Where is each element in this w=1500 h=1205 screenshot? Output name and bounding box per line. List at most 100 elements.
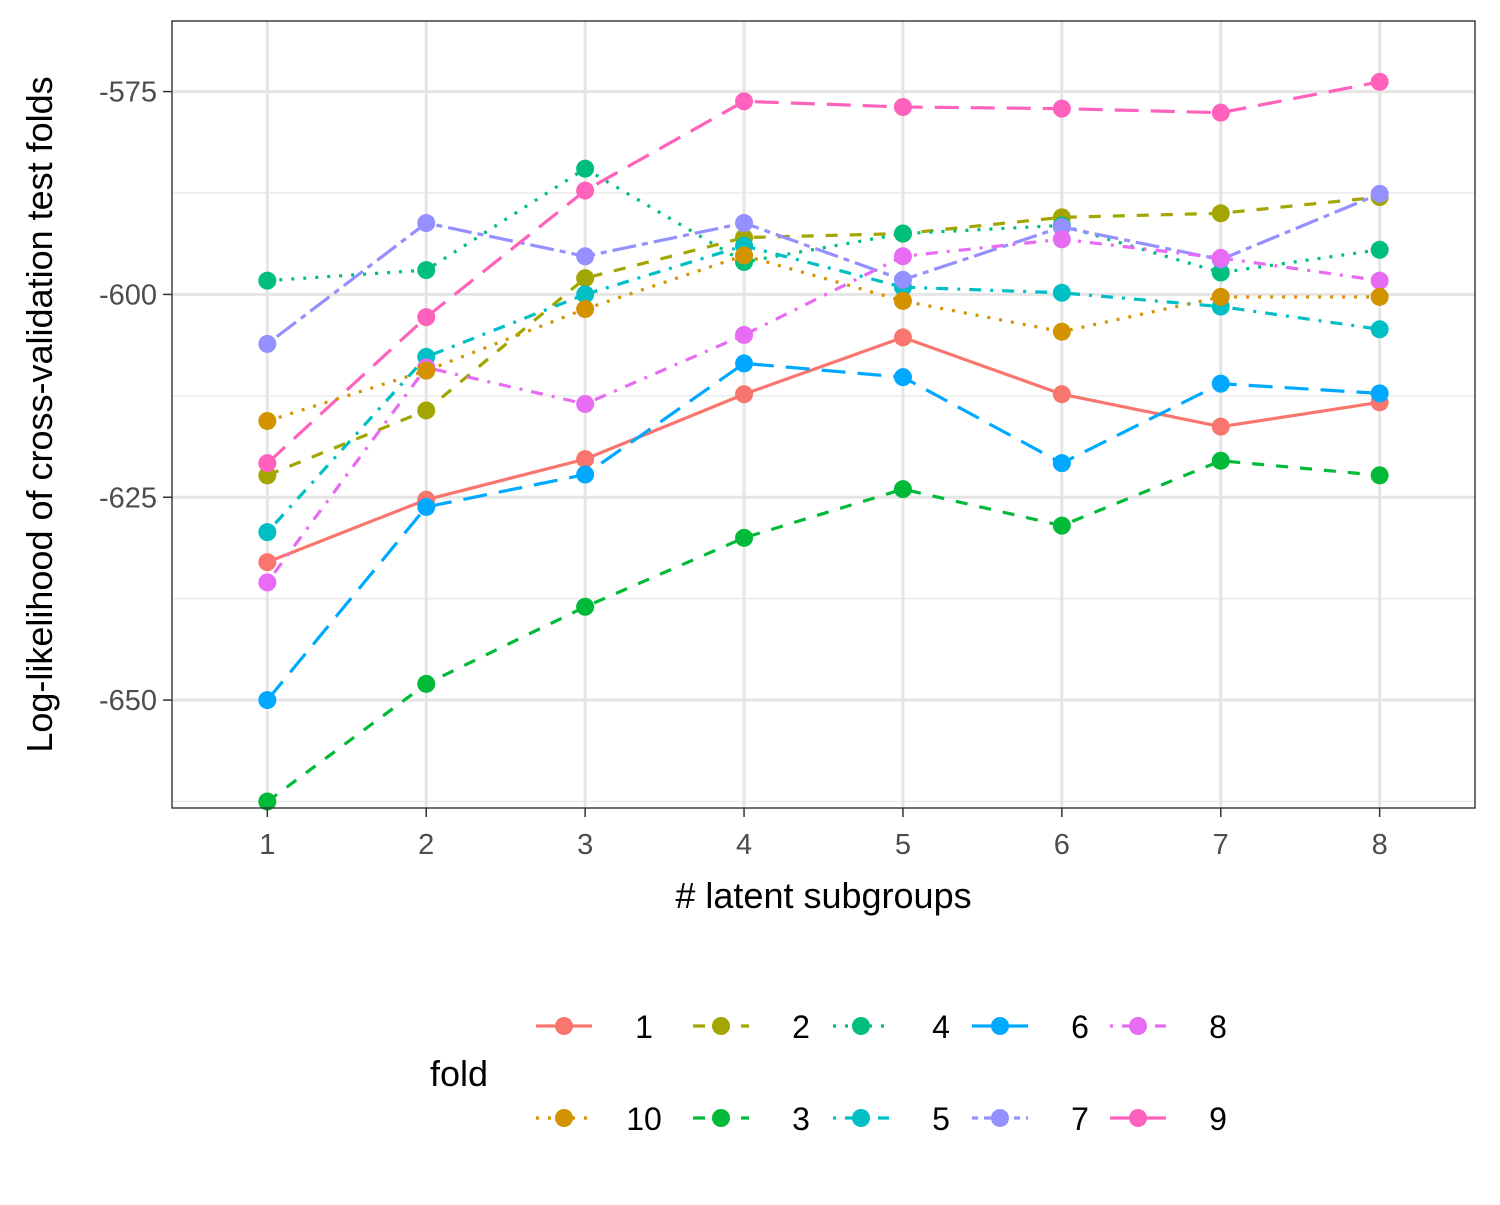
data-point [893, 224, 912, 243]
series-2 [258, 188, 1389, 485]
y-axis-label: Log-likelihood of cross-validation test … [19, 76, 60, 752]
data-point [417, 361, 436, 380]
legend-label: 8 [1209, 1009, 1227, 1045]
legend-key-point [991, 1109, 1009, 1127]
data-point [1370, 320, 1389, 339]
legend-title: fold [430, 1053, 488, 1094]
data-point [417, 497, 436, 516]
data-point [1211, 248, 1230, 267]
legend-key-point [712, 1017, 730, 1035]
legend: fold 1 2 4 6 8 10 3 5 7 9 [430, 1009, 1227, 1137]
legend-key-point [555, 1017, 573, 1035]
x-tick-label: 7 [1213, 829, 1229, 861]
data-point [576, 300, 595, 319]
legend-key-5: 5 [833, 1101, 950, 1137]
legend-key-8: 8 [1110, 1009, 1227, 1045]
data-point [417, 674, 436, 693]
legend-key-point [852, 1017, 870, 1035]
data-point [1370, 72, 1389, 91]
data-point [258, 271, 277, 290]
series-line-5 [266, 244, 1380, 534]
data-point [576, 285, 595, 304]
data-point [576, 269, 595, 288]
axis-ticks: 1 2 3 4 5 6 7 8 -575 -600 -625 -650 [99, 77, 1388, 861]
y-tick-label: -600 [99, 279, 157, 311]
series-6 [258, 354, 1389, 710]
data-point [1052, 516, 1071, 535]
data-point [576, 247, 595, 266]
data-point [576, 450, 595, 469]
data-point [735, 354, 754, 373]
legend-key-point [852, 1109, 870, 1127]
x-axis-label: # latent subgroups [675, 875, 971, 916]
x-tick-label: 6 [1054, 829, 1070, 861]
series-3 [258, 451, 1389, 811]
data-point [735, 246, 754, 265]
data-point [258, 523, 277, 542]
data-point [893, 480, 912, 499]
data-point [576, 394, 595, 413]
data-point [1211, 103, 1230, 122]
legend-key-point [1129, 1109, 1147, 1127]
data-point [1052, 283, 1071, 302]
y-tick-label: -650 [99, 685, 157, 717]
data-point [893, 247, 912, 266]
legend-key-9: 9 [1110, 1101, 1227, 1137]
legend-label: 1 [635, 1009, 653, 1045]
data-point [1211, 451, 1230, 470]
data-point [1370, 240, 1389, 259]
series-10 [258, 246, 1389, 430]
data-point [258, 691, 277, 710]
legend-key-1: 1 [536, 1009, 653, 1045]
series-line-8 [266, 237, 1380, 584]
grid-lines [172, 21, 1475, 808]
legend-label: 7 [1071, 1101, 1089, 1137]
data-point [1052, 454, 1071, 473]
legend-key-3: 3 [693, 1101, 810, 1137]
data-point [1052, 230, 1071, 249]
data-point [1370, 466, 1389, 485]
data-point [893, 328, 912, 347]
data-point [1370, 384, 1389, 403]
data-point [1211, 374, 1230, 393]
data-point [417, 401, 436, 420]
data-point [258, 334, 277, 353]
data-point [576, 465, 595, 484]
data-point [1370, 287, 1389, 306]
legend-key-6: 6 [972, 1009, 1089, 1045]
series-line-2 [266, 195, 1380, 477]
series-line-9 [266, 80, 1380, 465]
x-tick-label: 8 [1372, 829, 1388, 861]
data-point [1211, 417, 1230, 436]
legend-key-point [555, 1109, 573, 1127]
data-point [417, 308, 436, 327]
y-tick-label: -625 [99, 482, 157, 514]
series-line-3 [266, 459, 1380, 803]
data-point [893, 98, 912, 117]
data-point [1370, 184, 1389, 203]
legend-label: 9 [1209, 1101, 1227, 1137]
legend-key-point [712, 1109, 730, 1127]
data-point [735, 528, 754, 547]
data-point [1211, 287, 1230, 306]
series-9 [258, 72, 1389, 473]
data-point [735, 92, 754, 111]
legend-key-2: 2 [693, 1009, 810, 1045]
legend-label: 6 [1071, 1009, 1089, 1045]
legend-label: 5 [932, 1101, 950, 1137]
data-point [258, 411, 277, 430]
data-point [576, 597, 595, 616]
legend-label: 10 [626, 1101, 662, 1137]
x-tick-label: 2 [418, 829, 434, 861]
data-point [1052, 99, 1071, 118]
data-point [258, 573, 277, 592]
data-point [258, 454, 277, 473]
series-8 [258, 230, 1389, 592]
x-tick-label: 4 [736, 829, 752, 861]
data-point [1052, 385, 1071, 404]
legend-key-4: 4 [833, 1009, 950, 1045]
data-point [1211, 204, 1230, 223]
legend-key-10: 10 [536, 1101, 662, 1137]
